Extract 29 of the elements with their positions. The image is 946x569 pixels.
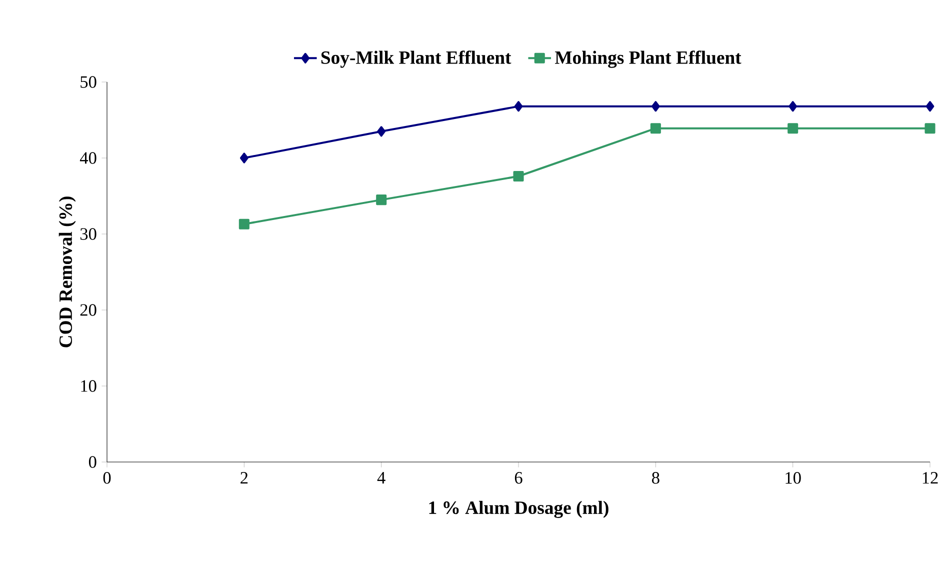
y-tick-label: 10	[81, 380, 96, 392]
x-tick-label: 6	[514, 472, 522, 484]
x-tick-label: 12	[922, 472, 938, 484]
x-tick-label: 0	[103, 472, 111, 484]
y-axis-title: COD Removal (%)	[58, 196, 76, 348]
point	[240, 152, 248, 164]
point	[788, 123, 798, 134]
point	[788, 101, 798, 112]
point	[926, 101, 934, 112]
point	[650, 123, 661, 134]
point	[513, 170, 524, 182]
point	[377, 126, 386, 137]
legend-label: Mohings Plant Effluent	[554, 50, 742, 68]
point	[924, 123, 936, 134]
x-tick-label: 10	[786, 472, 801, 484]
point	[238, 218, 250, 230]
x-tick-label: 2	[240, 472, 248, 484]
point	[514, 101, 523, 112]
y-tick-label: 40	[80, 152, 96, 164]
x-tick-label: 4	[377, 472, 386, 484]
y-tick-label: 50	[80, 76, 96, 88]
x-tick-label: 8	[652, 472, 660, 484]
point	[651, 101, 660, 112]
y-tick-label: 0	[88, 456, 96, 468]
point	[376, 194, 387, 206]
y-tick-label: 30	[80, 228, 96, 240]
y-tick-label: 20	[80, 304, 96, 316]
legend-label: Soy-Milk Plant Effluent	[321, 50, 512, 68]
x-axis-title: 1 % Alum Dosage (ml)	[429, 500, 608, 518]
